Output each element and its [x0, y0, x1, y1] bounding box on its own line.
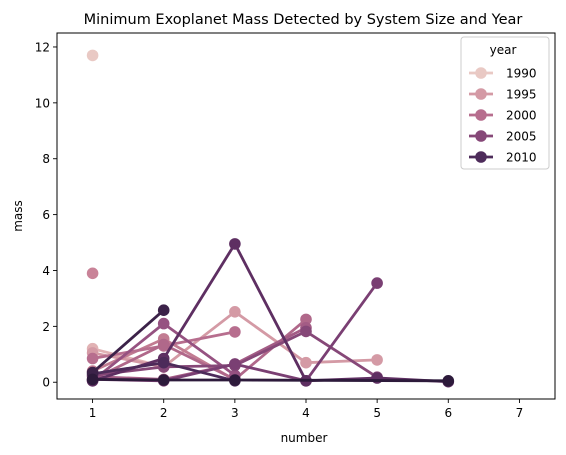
- data-point: [371, 372, 383, 384]
- data-point: [157, 356, 170, 369]
- legend-marker: [475, 67, 487, 79]
- data-point: [86, 267, 99, 280]
- data-point: [86, 352, 99, 365]
- y-axis: 0 2 4 6 8 10 12: [35, 40, 57, 390]
- y-axis-label: mass: [11, 200, 25, 232]
- legend-title: year: [490, 43, 517, 57]
- legend-label: 2000: [506, 109, 537, 123]
- data-point: [371, 354, 383, 366]
- y-tick-label: 12: [35, 40, 50, 54]
- y-tick-label: 2: [42, 320, 50, 334]
- data-point: [157, 374, 170, 386]
- x-tick-label: 2: [160, 406, 168, 420]
- data-point: [229, 326, 241, 338]
- series-0: [86, 49, 99, 62]
- x-axis-label: number: [281, 431, 328, 445]
- legend-marker: [475, 88, 487, 100]
- data-point: [229, 238, 241, 250]
- legend-label: 2005: [506, 130, 537, 144]
- data-point: [300, 313, 312, 326]
- legend-label: 2010: [506, 151, 537, 165]
- y-tick-label: 10: [35, 96, 50, 110]
- legend-entry: 2010: [469, 151, 537, 165]
- y-tick-label: 6: [42, 208, 50, 222]
- series-line: [91, 309, 165, 374]
- legend-label: 1995: [506, 88, 537, 102]
- x-tick-label: 5: [373, 406, 381, 420]
- plot-area: [86, 49, 455, 388]
- legend-marker: [475, 151, 487, 163]
- legend: year 1990 1995 2000 2005 2010: [460, 36, 550, 170]
- data-point: [157, 338, 170, 351]
- data-point: [86, 49, 99, 62]
- data-point: [371, 277, 383, 289]
- x-tick-label: 3: [231, 406, 239, 420]
- y-tick-label: 4: [42, 264, 50, 278]
- legend-marker: [475, 130, 487, 142]
- legend-entry: 1990: [469, 67, 537, 81]
- data-point: [442, 375, 455, 387]
- y-tick-label: 0: [42, 376, 50, 390]
- data-point: [229, 306, 241, 318]
- series-line: [92, 378, 449, 383]
- x-tick-label: 6: [444, 406, 452, 420]
- series-3: [86, 267, 99, 280]
- legend-entry: 2005: [469, 130, 537, 144]
- data-point: [300, 325, 312, 338]
- y-tick-label: 8: [42, 152, 50, 166]
- x-axis: 1 2 3 4 5 6 7: [89, 399, 523, 420]
- data-point: [86, 373, 99, 386]
- x-tick-label: 7: [516, 406, 524, 420]
- legend-marker: [475, 109, 487, 121]
- data-point: [300, 356, 312, 369]
- chart-title: Minimum Exoplanet Mass Detected by Syste…: [84, 12, 523, 28]
- x-tick-label: 1: [89, 406, 97, 420]
- legend-entry: 1995: [469, 88, 537, 102]
- series-14: [86, 373, 455, 387]
- legend-entry: 2000: [469, 109, 537, 123]
- data-point: [157, 317, 170, 330]
- data-point: [229, 374, 241, 386]
- data-point: [157, 304, 170, 317]
- data-point: [229, 358, 241, 370]
- series-line: [92, 242, 449, 384]
- x-tick-label: 4: [302, 406, 310, 420]
- legend-label: 1990: [506, 67, 537, 81]
